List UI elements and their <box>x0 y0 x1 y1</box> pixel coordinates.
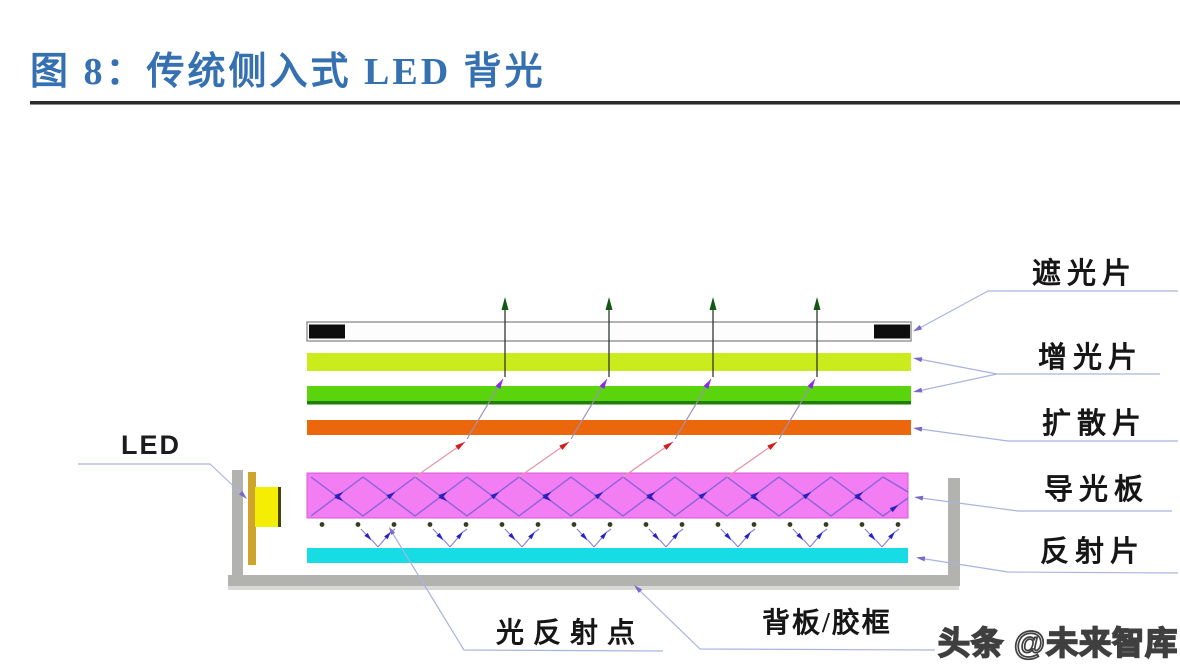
label-backplate-frame: 背板/胶框 <box>762 608 892 639</box>
reflection-dots <box>319 522 901 527</box>
reflection-dot <box>643 522 649 527</box>
reflection-dot <box>715 522 721 527</box>
watermark-toutiao: 头条 @未来智库 <box>937 624 1179 662</box>
reflection-dot <box>427 522 433 527</box>
led-assembly <box>248 472 281 565</box>
reflection-dot <box>859 522 865 527</box>
reflection-dot <box>679 522 685 527</box>
layer-prism-film-lower <box>307 386 911 401</box>
reflection-dot <box>607 522 613 527</box>
layer-reflector-sheet <box>307 548 908 563</box>
title-divider <box>30 101 1180 105</box>
shading-block-left <box>309 324 345 339</box>
reflection-dot <box>499 522 505 527</box>
layer-light-guide-plate <box>306 472 909 519</box>
leader-lines <box>78 290 1179 652</box>
led-chip <box>255 487 279 527</box>
label-diffuser-sheet: 扩散片 <box>1042 408 1148 440</box>
reflection-dot <box>319 522 325 527</box>
reflection-dot <box>535 522 541 527</box>
backplate-frame <box>228 470 960 590</box>
reflection-dot <box>823 522 829 527</box>
label-reflector-sheet: 反射片 <box>1040 536 1146 568</box>
led-fpc-strip <box>248 472 256 565</box>
reflection-dot <box>751 522 757 527</box>
layer-diffuser-sheet <box>307 420 911 435</box>
reflection-dot <box>571 522 577 527</box>
figure-title: 图 8：传统侧入式 LED 背光 <box>30 51 546 93</box>
label-reflection-dots: 光反射点 <box>496 618 645 649</box>
frame-bottom-plate <box>228 575 959 586</box>
reflection-dot <box>391 522 397 527</box>
reflection-dot <box>463 522 469 527</box>
frame-bottom-shadow <box>228 586 959 590</box>
shading-block-right <box>874 324 910 339</box>
label-shading-sheet: 遮光片 <box>1032 258 1138 290</box>
frame-left-wall <box>232 470 243 586</box>
label-light-guide-plate: 导光板 <box>1044 474 1150 506</box>
frame-right-wall <box>948 478 960 586</box>
reflection-dot <box>895 522 901 527</box>
reflection-dot <box>355 522 361 527</box>
reflection-dot <box>787 522 793 527</box>
exit-light-rays <box>414 297 821 478</box>
led-chip-edge <box>278 487 281 527</box>
prism-film-lower-edge <box>307 401 911 405</box>
scatter-bounce-arrows <box>360 528 900 548</box>
label-brightness-film: 增光片 <box>1038 342 1144 374</box>
led-label: LED <box>121 430 181 460</box>
